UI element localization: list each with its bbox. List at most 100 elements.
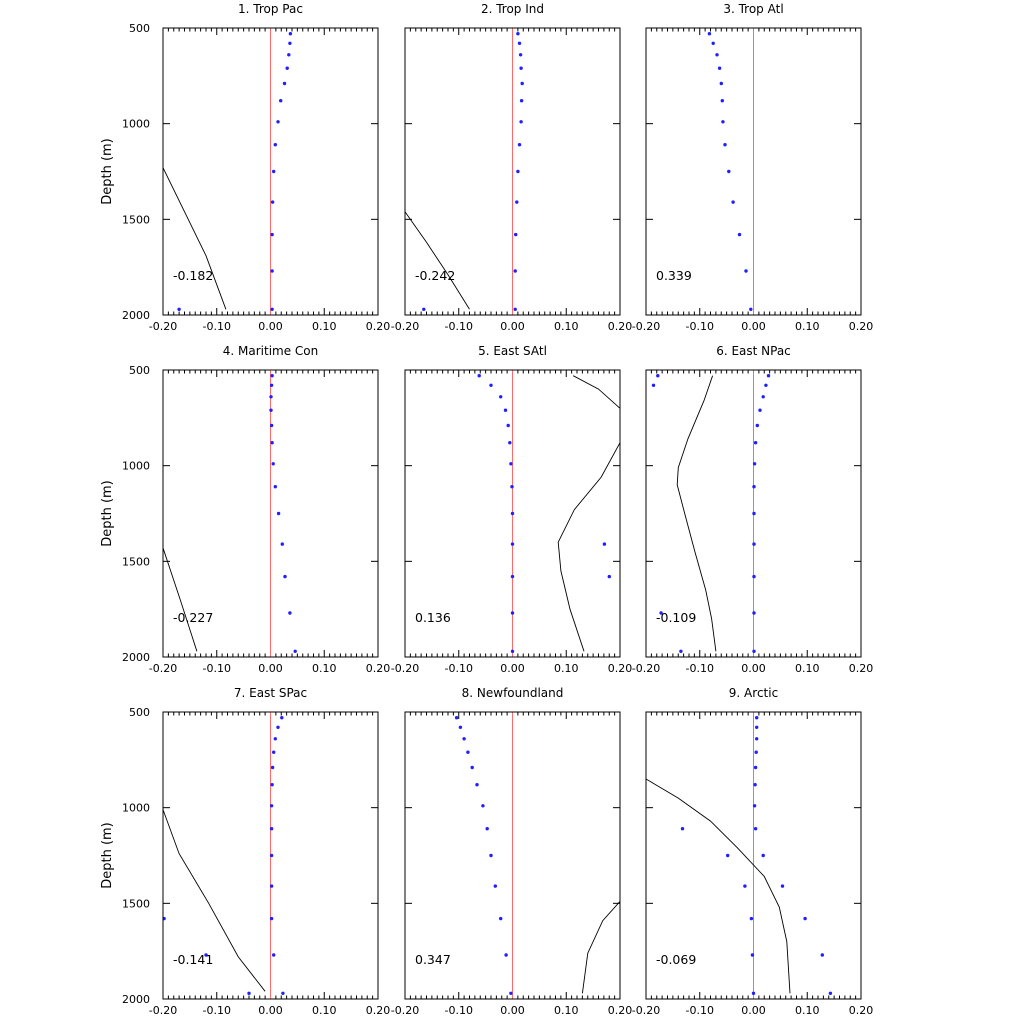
data-point-6 (279, 99, 283, 103)
data-point-10 (269, 884, 274, 888)
data-point-4 (272, 750, 276, 754)
data-point-11 (283, 574, 287, 579)
correlation-value: 0.347 (415, 952, 451, 967)
data-point-1 (288, 32, 293, 36)
data-point-7 (276, 120, 280, 124)
data-point-16 (743, 884, 747, 888)
plot-frame (645, 27, 862, 316)
y-tick-label: 500 (129, 364, 150, 377)
data-point-9 (761, 853, 765, 858)
data-point-13 (749, 307, 753, 311)
plot-frame (645, 369, 862, 658)
data-point-14 (680, 827, 685, 831)
data-point-2 (517, 41, 522, 45)
data-point-2 (288, 41, 292, 45)
data-point-3 (761, 395, 765, 399)
data-point-6 (475, 783, 479, 787)
data-point-13 (270, 307, 274, 311)
x-tick-label: -0.20 (149, 1004, 177, 1017)
x-tick-label: -0.10 (445, 1004, 473, 1017)
data-point-1 (766, 374, 771, 378)
data-point-11 (752, 574, 756, 579)
profile-line (163, 547, 198, 652)
data-point-16 (247, 991, 251, 995)
y-tick-label: 2000 (122, 993, 150, 1006)
x-tick-label: -0.10 (686, 320, 714, 333)
correlation-value: -0.242 (415, 268, 455, 283)
data-point-8 (273, 143, 277, 147)
x-tick-label: 0.00 (258, 320, 283, 333)
x-tick-label: -0.10 (445, 320, 473, 333)
data-point-8 (485, 827, 489, 831)
x-tick-label: -0.10 (686, 1004, 714, 1017)
data-point-9 (516, 169, 520, 174)
data-point-12 (510, 611, 515, 615)
x-tick-label: 0.10 (312, 320, 337, 333)
y-tick-label: 500 (129, 706, 150, 719)
data-point-14 (656, 374, 660, 378)
data-point-12 (270, 269, 274, 273)
plot-frame (404, 369, 621, 658)
x-tick-label: 0.00 (500, 1004, 525, 1017)
data-point-8 (752, 485, 756, 489)
data-point-6 (753, 783, 757, 787)
data-point-12 (752, 611, 756, 615)
data-point-13 (828, 991, 833, 995)
x-tick-label: -0.20 (632, 662, 660, 675)
x-tick-label: -0.20 (149, 320, 177, 333)
data-point-8 (273, 485, 277, 489)
data-point-1 (454, 716, 459, 720)
panel-7: 7. East SPac -0.20 -0.10 0.00 0.10 0.20 500 100… (100, 686, 390, 1017)
data-point-9 (510, 511, 515, 516)
data-point-17 (749, 916, 754, 921)
data-point-1 (755, 716, 759, 720)
data-point-14 (602, 542, 607, 546)
data-point-13 (293, 649, 297, 653)
y-tick-label: 2000 (122, 651, 150, 664)
panel-title: 4. Maritime Con (223, 344, 319, 358)
data-point-7 (721, 120, 725, 124)
panel-4: 4. Maritime Con -0.20 -0.10 0.00 0.10 0.20 500… (100, 344, 390, 675)
profile-line (163, 167, 227, 310)
y-axis-label: Depth (m) (100, 822, 115, 889)
data-point-2 (764, 383, 768, 387)
x-tick-label: -0.10 (203, 320, 231, 333)
data-point-11 (737, 232, 742, 237)
data-point-3 (518, 53, 523, 57)
data-point-6 (519, 99, 524, 103)
data-point-8 (517, 143, 522, 147)
data-point-1 (280, 716, 284, 720)
x-tick-label: 0.20 (366, 1004, 391, 1017)
data-point-5 (719, 81, 723, 86)
data-point-10 (510, 542, 515, 546)
panel-3: 3. Trop Atl -0.20 -0.10 0.00 0.10 0.20 0.339 (632, 2, 873, 333)
data-point-11 (510, 574, 515, 579)
data-point-4 (758, 408, 762, 412)
x-tick-label: 0.20 (608, 320, 633, 333)
data-point-13 (510, 649, 515, 653)
correlation-value: 0.339 (656, 268, 692, 283)
panel-title: 6. East NPac (716, 344, 791, 358)
data-point-19 (751, 991, 756, 995)
panel-title: 3. Trop Atl (723, 2, 783, 16)
data-point-4 (503, 408, 508, 412)
data-point-8 (510, 485, 514, 489)
data-point-9 (272, 169, 276, 174)
x-tick-label: 0.20 (849, 320, 874, 333)
correlation-value: -0.227 (173, 610, 213, 625)
data-point-10 (270, 200, 275, 204)
x-tick-label: 0.20 (366, 320, 391, 333)
x-tick-label: -0.20 (391, 662, 419, 675)
x-tick-label: -0.10 (203, 1004, 231, 1017)
data-point-12 (744, 269, 748, 273)
data-point-7 (269, 804, 274, 808)
data-point-2 (755, 725, 759, 729)
data-point-4 (519, 66, 523, 70)
x-tick-label: 0.20 (849, 662, 874, 675)
data-point-1 (707, 32, 712, 36)
data-point-8 (723, 143, 727, 147)
panel-9: 9. Arctic -0.20 -0.10 0.00 0.10 0.20 -0.069 (632, 686, 873, 1017)
x-tick-label: 0.20 (366, 662, 391, 675)
plot-frame (404, 711, 621, 1000)
data-point-1 (516, 32, 520, 36)
